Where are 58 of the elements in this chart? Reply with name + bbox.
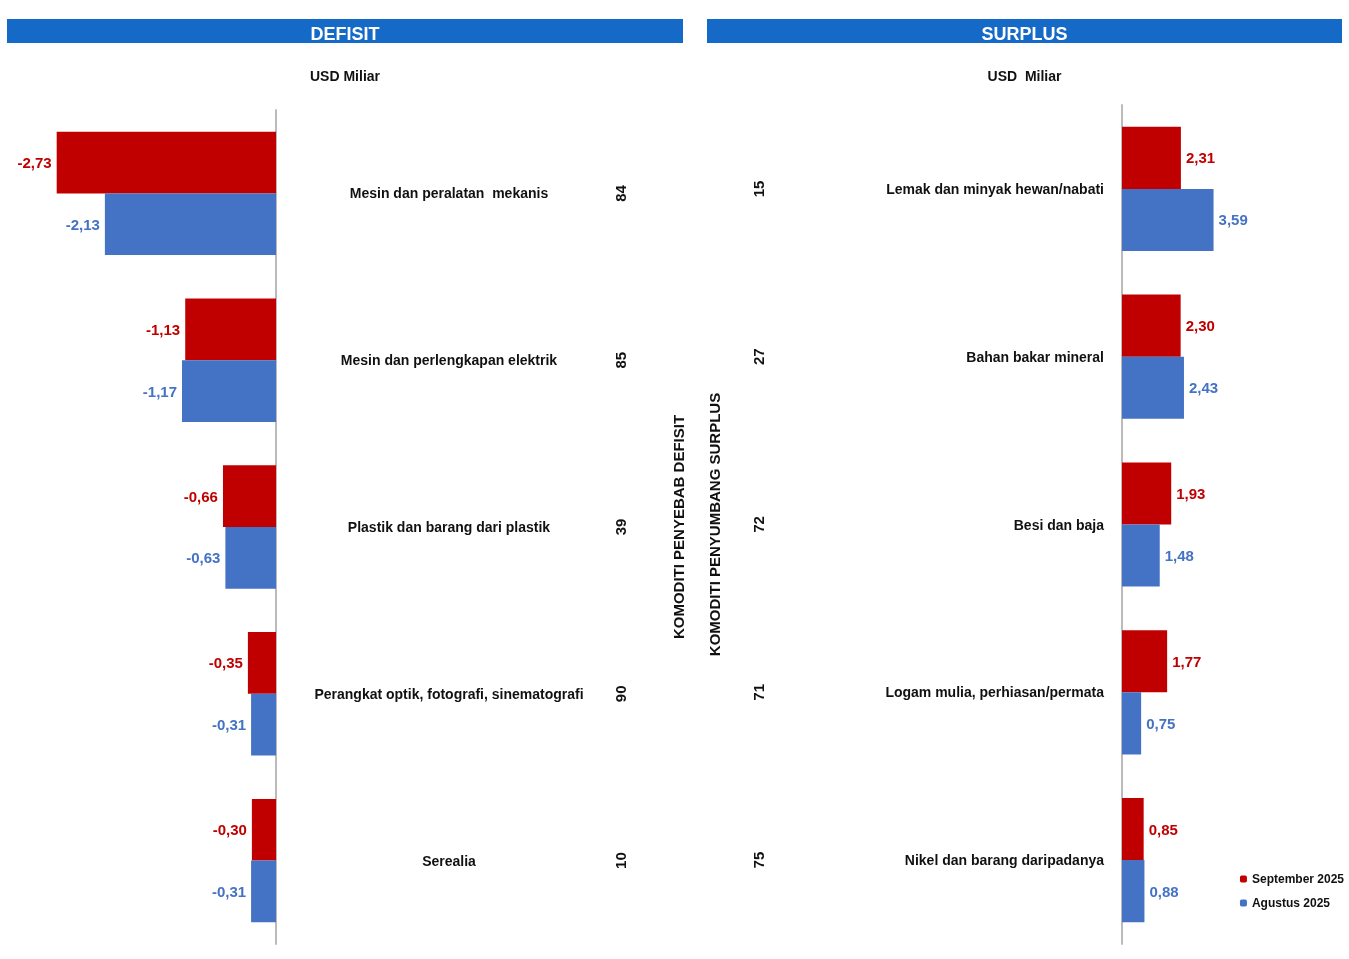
data-label: 2,43 <box>1188 379 1219 397</box>
text: 39 <box>611 518 629 536</box>
bar <box>1122 188 1214 251</box>
data-label: -1,17 <box>142 382 178 400</box>
data-label: 2,30 <box>1185 317 1215 335</box>
chart-title: SURPLUS <box>981 24 1068 44</box>
data-label: -0,30 <box>212 821 247 839</box>
data-label: 1,77 <box>1172 652 1202 670</box>
y-tick-label: Lemak dan minyak hewan/nabati <box>886 180 1104 197</box>
data-label: -0,66 <box>183 487 218 505</box>
text: 72 <box>749 516 767 533</box>
y-tick-label: Mesin dan perlengkapan elektrik <box>340 352 558 369</box>
bar <box>1122 356 1184 419</box>
text: 85 <box>611 351 629 369</box>
data-label: 0,85 <box>1148 820 1178 838</box>
text: 90 <box>611 685 629 703</box>
y-tick-label: Bahan bakar mineral <box>966 348 1104 365</box>
y-tick-label: Perangkat optik, fotografi, sinematografi <box>314 685 584 702</box>
data-label: 3,59 <box>1218 211 1248 229</box>
y-tick-label: Nikel dan barang daripadanya <box>904 852 1105 869</box>
text: 75 <box>749 851 767 869</box>
y-tick-label: Logam mulia, perhiasan/permata <box>885 684 1105 701</box>
bar <box>1122 798 1144 861</box>
bar <box>1122 860 1145 923</box>
bar <box>1122 524 1160 587</box>
data-label: -1,13 <box>146 320 181 338</box>
bar <box>1122 126 1181 189</box>
text: 71 <box>749 683 767 701</box>
legend-label: Agustus 2025 <box>1251 896 1331 910</box>
data-label: 0,88 <box>1149 882 1179 900</box>
data-label: 1,93 <box>1176 484 1206 502</box>
chart-subtitle: USD Miliar <box>987 68 1062 84</box>
y-tick-label: Plastik dan barang dari plastik <box>347 519 551 535</box>
y-tick-label: Serealia <box>422 852 477 869</box>
y-tick-label: Mesin dan peralatan mekanis <box>349 185 549 202</box>
data-label: -2,73 <box>17 154 52 172</box>
data-label: -2,13 <box>65 215 100 233</box>
bar <box>1122 462 1172 525</box>
data-label: 1,48 <box>1164 547 1194 565</box>
text: 27 <box>749 348 767 366</box>
bar <box>1122 630 1168 693</box>
legend-label: September 2025 <box>1251 872 1345 886</box>
text: 10 <box>611 852 629 869</box>
text: 15 <box>749 180 767 198</box>
data-label: -0,63 <box>186 549 221 567</box>
data-label: 0,75 <box>1146 714 1176 732</box>
text: USD Miliar <box>309 68 381 84</box>
y-tick-label: Besi dan baja <box>1013 516 1105 533</box>
data-label: -0,35 <box>208 654 243 672</box>
text: DEFISIT <box>310 24 380 44</box>
data-label: -0,31 <box>211 882 247 900</box>
bar <box>1122 692 1142 755</box>
text: 84 <box>611 184 629 202</box>
bar <box>1122 294 1181 357</box>
y-axis-title: KOMODITI PENYUMBANG SURPLUS <box>706 392 723 657</box>
y-axis-title: KOMODITI PENYEBAB DEFISIT <box>670 414 687 640</box>
data-label: -0,31 <box>211 716 247 734</box>
data-label: 2,31 <box>1185 149 1216 167</box>
